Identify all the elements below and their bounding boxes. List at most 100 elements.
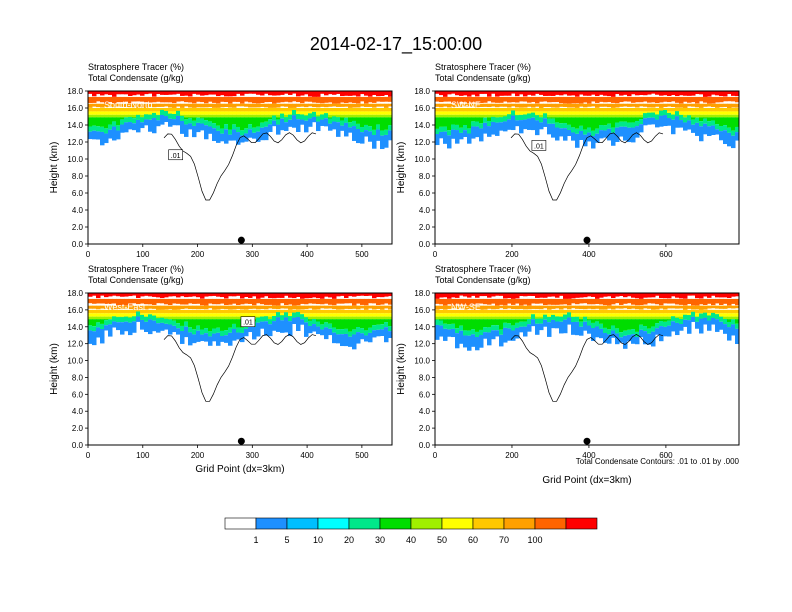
tracer-cell xyxy=(384,327,389,343)
tracer-cell xyxy=(144,103,149,108)
tracer-cell xyxy=(364,319,369,331)
tracer-cell xyxy=(288,119,293,127)
tracer-cell xyxy=(388,313,393,317)
tracer-cell xyxy=(579,108,584,112)
tracer-cell xyxy=(372,298,377,304)
tracer-cell xyxy=(328,108,333,112)
tracer-cell xyxy=(679,305,684,309)
tracer-cell xyxy=(659,293,664,299)
tracer-cell xyxy=(579,293,584,298)
tracer-cell xyxy=(204,309,209,314)
tracer-cell xyxy=(599,309,604,314)
tracer-cell xyxy=(200,96,205,103)
tracer-cell xyxy=(288,111,293,115)
tracer-cell xyxy=(120,96,125,103)
tracer-cell xyxy=(679,293,684,299)
tracer-cell xyxy=(260,122,265,128)
tracer-cell xyxy=(627,103,632,107)
tracer-cell xyxy=(467,298,472,306)
y-axis-label: Height (km) xyxy=(396,142,407,194)
tracer-cell xyxy=(340,96,345,103)
tracer-cell xyxy=(523,305,528,310)
tracer-cell xyxy=(124,111,129,115)
tracer-cell xyxy=(336,309,341,314)
tracer-cell xyxy=(204,298,209,306)
tracer-cell xyxy=(196,114,201,118)
tracer-cell xyxy=(607,114,612,118)
tracer-cell xyxy=(519,96,524,102)
tracer-cell xyxy=(260,313,265,317)
tracer-cell xyxy=(483,327,488,333)
panel-header-condensate: Total Condensate (g/kg) xyxy=(435,275,531,285)
tracer-cell xyxy=(172,293,177,297)
tracer-cell xyxy=(364,293,369,296)
tracer-cell xyxy=(727,321,732,328)
tracer-cell xyxy=(344,305,349,309)
tracer-cell xyxy=(360,313,365,317)
tracer-cell xyxy=(156,91,161,95)
tracer-cell xyxy=(603,114,608,118)
tracer-cell xyxy=(320,324,325,330)
tracer-cell xyxy=(643,118,648,126)
tracer-cell xyxy=(344,298,349,304)
tracer-field xyxy=(88,91,393,150)
tracer-cell xyxy=(92,125,97,131)
tracer-cell xyxy=(204,91,209,96)
tracer-cell xyxy=(168,118,173,127)
tracer-cell xyxy=(112,298,117,304)
tracer-cell xyxy=(691,119,696,125)
tracer-cell xyxy=(735,108,740,112)
tracer-cell xyxy=(240,313,245,317)
tracer-cell xyxy=(196,316,201,320)
tracer-cell xyxy=(607,316,612,320)
tracer-cell xyxy=(651,305,656,310)
tracer-cell xyxy=(487,114,492,118)
tracer-cell xyxy=(104,108,109,112)
tracer-cell xyxy=(667,96,672,103)
tracer-cell xyxy=(479,329,484,336)
tracer-cell xyxy=(547,111,552,115)
tracer-cell xyxy=(236,316,241,320)
tracer-cell xyxy=(727,313,732,317)
tracer-cell xyxy=(675,103,680,108)
tracer-cell xyxy=(631,305,636,309)
tracer-cell xyxy=(695,122,700,136)
tracer-cell xyxy=(599,313,604,317)
tracer-cell xyxy=(499,313,504,317)
tracer-cell xyxy=(144,96,149,103)
tracer-cell xyxy=(124,117,129,123)
tracer-cell xyxy=(300,108,305,112)
tracer-cell xyxy=(699,318,704,334)
tracer-cell xyxy=(603,117,608,126)
tracer-cell xyxy=(519,111,524,115)
tracer-cell xyxy=(232,114,237,118)
tracer-cell xyxy=(284,293,289,296)
tracer-cell xyxy=(567,111,572,115)
tracer-cell xyxy=(539,298,544,304)
tracer-cell xyxy=(160,317,165,323)
tracer-cell xyxy=(132,96,137,102)
tracer-cell xyxy=(691,96,696,103)
tracer-cell xyxy=(368,298,373,304)
tracer-cell xyxy=(208,91,213,95)
tracer-cell xyxy=(388,331,393,338)
tracer-cell xyxy=(224,309,229,314)
tracer-cell xyxy=(208,121,213,127)
tracer-cell xyxy=(332,309,337,314)
tracer-cell xyxy=(451,108,456,112)
contour-label: .01 xyxy=(171,153,181,160)
tracer-cell xyxy=(571,313,576,317)
tracer-cell xyxy=(172,113,177,120)
tracer-cell xyxy=(172,103,177,108)
tracer-cell xyxy=(384,313,389,317)
tracer-cell xyxy=(376,305,381,309)
tracer-cell xyxy=(164,316,169,320)
tracer-cell xyxy=(655,114,660,120)
tracer-cell xyxy=(699,117,704,122)
tracer-cell xyxy=(619,91,624,96)
tracer-cell xyxy=(691,103,696,107)
tracer-cell xyxy=(256,131,261,142)
tracer-cell xyxy=(515,293,520,299)
tracer-cell xyxy=(104,111,109,115)
tracer-cell xyxy=(719,316,724,322)
